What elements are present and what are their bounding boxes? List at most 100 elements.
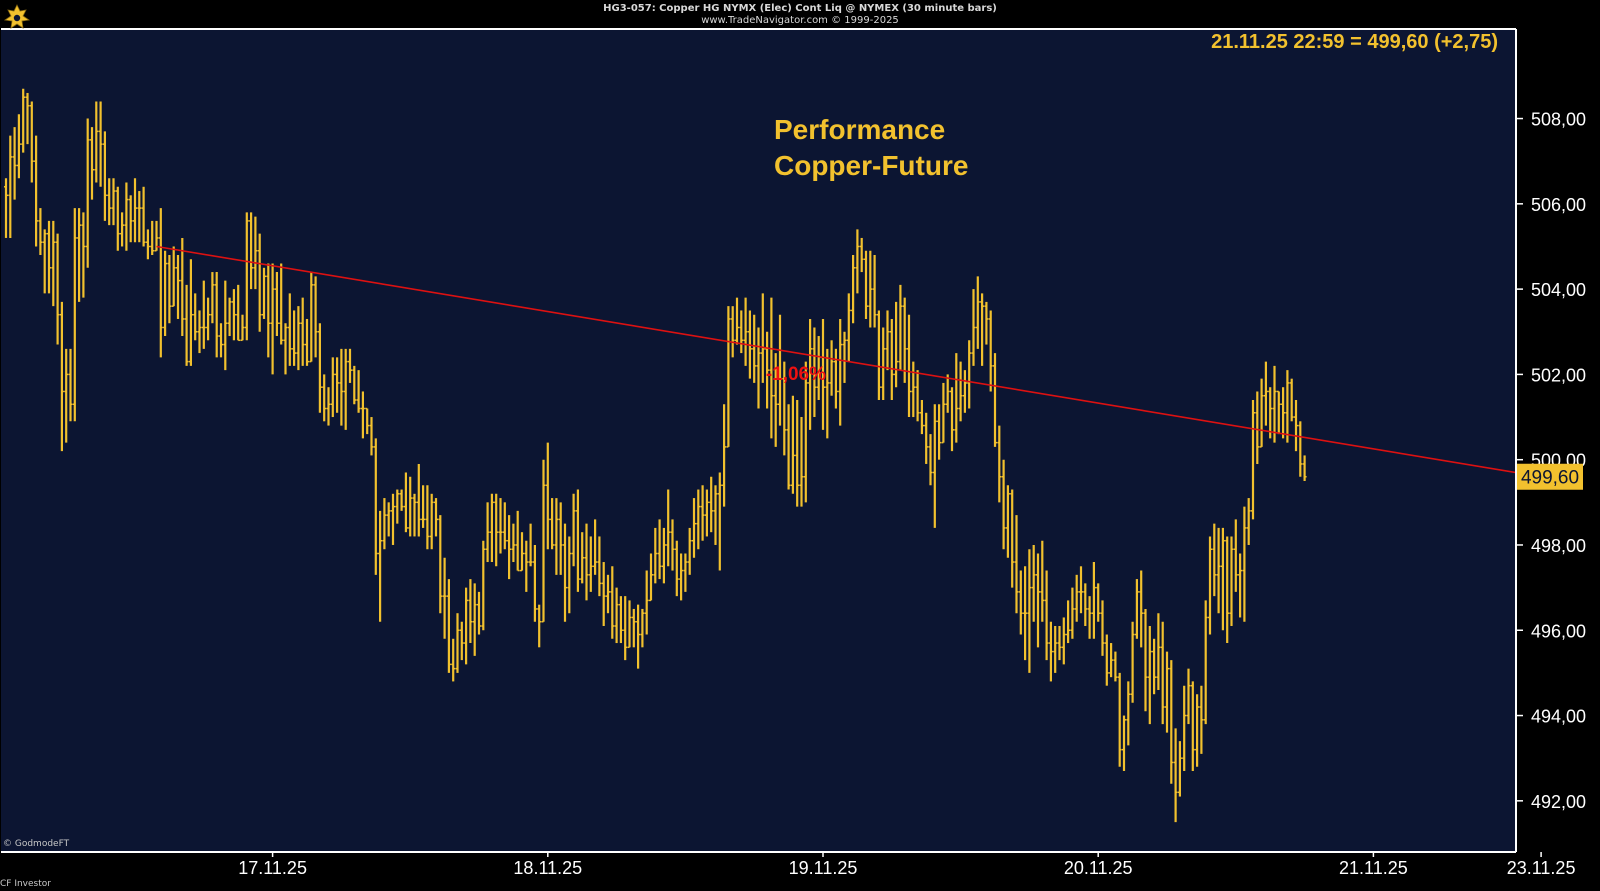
ohlc-bar	[1281, 387, 1286, 439]
ohlc-bar	[769, 297, 774, 439]
ohlc-bar	[438, 515, 443, 614]
ohlc-bar	[154, 220, 159, 252]
ohlc-bar	[1302, 455, 1307, 482]
ohlc-bar	[485, 502, 490, 563]
ohlc-bar	[197, 310, 202, 354]
ohlc-bar	[481, 540, 486, 631]
ohlc-bar	[68, 348, 73, 422]
ohlc-bar	[571, 493, 576, 567]
ohlc-bar	[1285, 370, 1290, 443]
ohlc-bar	[214, 272, 219, 358]
ohlc-bar	[369, 417, 374, 456]
ohlc-bar	[274, 272, 279, 337]
ohlc-bar	[1225, 536, 1230, 644]
ohlc-bar	[760, 293, 765, 383]
y-tick-label: 502,00	[1531, 365, 1586, 385]
ohlc-bar	[1238, 553, 1243, 618]
ohlc-bar	[666, 489, 671, 567]
ohlc-bar	[700, 485, 705, 541]
ohlc-bar	[765, 331, 770, 409]
ohlc-bar	[249, 212, 254, 290]
ohlc-bar	[743, 297, 748, 366]
watermark-credit: © GodmodeFT	[3, 839, 70, 849]
ohlc-bar	[532, 544, 537, 622]
ohlc-bar	[494, 493, 499, 567]
ohlc-bar	[1027, 549, 1032, 673]
chart-header-source: www.TradeNavigator.com © 1999-2025	[701, 15, 899, 26]
chart-title-line-1: Performance	[774, 114, 945, 145]
ohlc-bar	[403, 472, 408, 533]
x-tick-label: 17.11.25	[238, 858, 307, 878]
ohlc-bar	[601, 562, 606, 626]
ohlc-bar	[322, 374, 327, 422]
ohlc-bar	[498, 498, 503, 554]
ohlc-bar	[1010, 489, 1015, 588]
ohlc-bar	[1177, 741, 1182, 797]
last-value-label: 499,60	[1521, 468, 1579, 489]
ohlc-bar	[692, 498, 696, 558]
ohlc-bar	[1053, 625, 1058, 673]
ohlc-bar	[859, 237, 864, 273]
y-tick-label: 492,00	[1531, 792, 1586, 812]
ohlc-bar	[365, 407, 370, 435]
ohlc-bar	[326, 387, 331, 426]
ohlc-bar	[558, 502, 563, 575]
ohlc-bar	[1169, 660, 1174, 784]
ohlc-bar	[201, 280, 206, 349]
ohlc-bar	[1199, 685, 1204, 754]
ohlc-bar	[1216, 527, 1221, 614]
ohlc-bar	[386, 502, 391, 537]
trendline	[156, 245, 1542, 478]
ohlc-bar	[330, 357, 335, 418]
trendline-percent-label: -1,06%	[766, 364, 826, 385]
ohlc-bar	[980, 293, 985, 366]
ohlc-bar	[958, 361, 963, 422]
ohlc-bar	[872, 255, 877, 328]
ohlc-bar	[1251, 399, 1255, 520]
ohlc-bar	[1246, 498, 1251, 545]
ohlc-bar	[730, 306, 735, 358]
ohlc-bar	[511, 523, 516, 563]
ohlc-bar	[451, 638, 456, 682]
ohlc-bar	[928, 434, 933, 486]
ohlc-bar	[554, 498, 559, 575]
ohlc-bar	[412, 493, 417, 537]
ohlc-bar	[636, 604, 641, 669]
ohlc-bar	[236, 284, 241, 342]
ohlc-bar	[51, 220, 56, 307]
ohlc-bar	[42, 229, 47, 294]
ohlc-bar	[231, 289, 236, 341]
ohlc-bar	[416, 463, 421, 537]
ohlc-bar	[4, 178, 8, 238]
ohlc-bar	[464, 587, 469, 665]
ohlc-bar	[459, 621, 464, 661]
ohlc-bar	[588, 536, 593, 592]
ohlc-bar	[610, 566, 615, 639]
ohlc-bar	[1289, 378, 1294, 422]
y-tick-label: 504,00	[1531, 280, 1586, 300]
ohlc-bar	[537, 604, 542, 648]
ohlc-bar	[898, 284, 903, 371]
ohlc-bar	[756, 327, 761, 409]
ohlc-bar	[606, 574, 610, 614]
ohlc-bar	[876, 310, 881, 400]
ohlc-bar	[967, 340, 972, 409]
ohlc-bar	[1160, 621, 1165, 725]
ohlc-bar	[266, 263, 271, 358]
ohlc-bar	[455, 613, 460, 673]
ohlc-bar	[382, 498, 387, 550]
ohlc-bar	[1203, 600, 1208, 725]
ohlc-bar	[309, 272, 314, 363]
ohlc-bar	[343, 348, 348, 430]
ohlc-bar	[752, 314, 757, 383]
ohlc-bar	[442, 557, 447, 639]
ohlc-bar	[210, 272, 215, 324]
ohlc-bar	[1147, 625, 1152, 725]
ohlc-bar	[223, 280, 228, 371]
ohlc-bar	[167, 255, 172, 324]
ohlc-bar	[296, 306, 301, 371]
ohlc-bar	[563, 523, 567, 622]
ohlc-bar	[640, 608, 645, 648]
ohlc-bar	[1195, 694, 1200, 767]
ohlc-bar	[941, 382, 946, 444]
